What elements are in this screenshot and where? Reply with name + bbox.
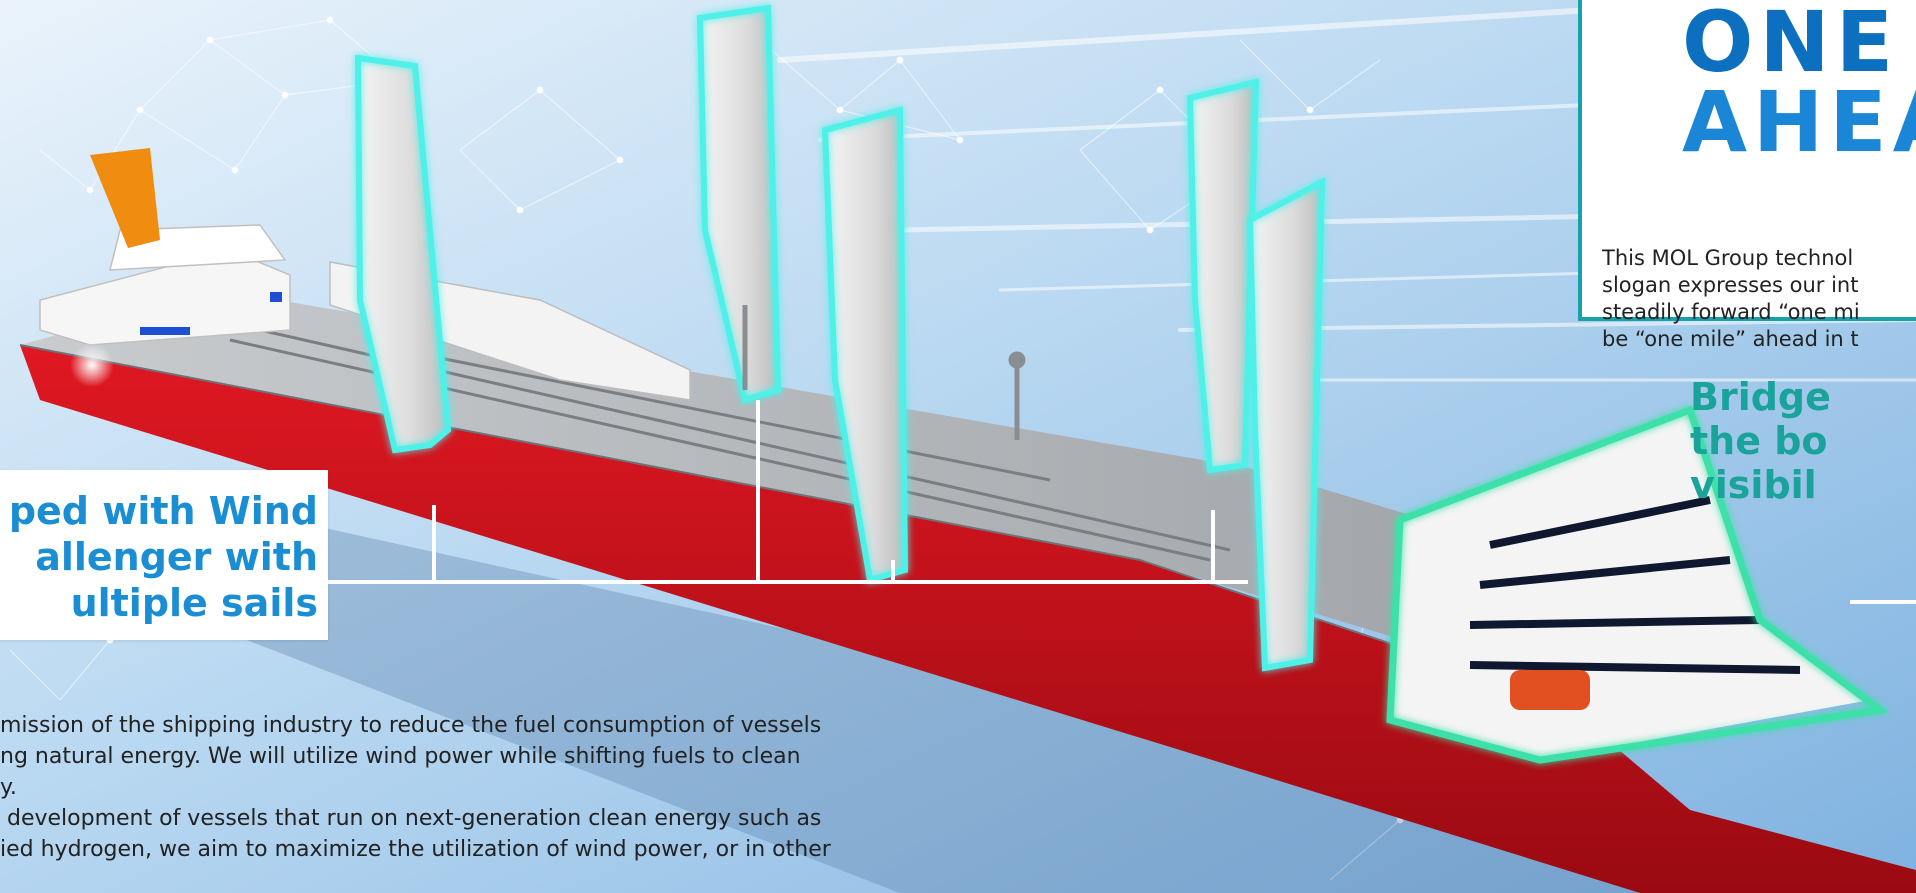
callout-line: ultiple sails [70,581,318,625]
wind-challenger-sails [354,4,1326,672]
body-line: development of vessels that run on next-… [0,806,822,831]
slogan-description-line: slogan expresses our int [1602,273,1859,297]
body-line: y. [0,775,17,800]
body-line: ng natural energy. We will utilize wind … [0,744,801,769]
slogan-description-line: steadily forward “one mi [1602,300,1860,324]
body-line: ied hydrogen, we aim to maximize the uti… [0,837,831,862]
aft-superstructure [39,148,291,346]
logo-line: AHEA [1682,73,1916,171]
wind-challenger-callout: ped with Wind allenger with ultiple sail… [0,470,328,640]
logo-line: ONE [1682,0,1900,91]
bridge-glow-outline [1386,405,1889,764]
slogan-description: This MOL Group technol slogan expresses … [1602,245,1916,353]
sail-5 [1246,176,1326,672]
body-paragraph: mission of the shipping industry to redu… [0,710,975,865]
sail-2 [696,4,782,404]
bridge-callout-line: Bridge [1690,375,1831,419]
mast-poles [742,305,1026,440]
one-mile-logo: ONE AHEA [1682,0,1916,180]
bridge-callout-line: visibil [1690,463,1817,507]
slogan-panel: ONE AHEA This MOL Group technol slogan e… [1578,0,1916,351]
funnel [90,148,160,248]
bow-light-flare [70,343,114,387]
body-line: mission of the shipping industry to redu… [0,713,822,738]
sail-3 [821,106,909,584]
bow-bridge [1386,405,1889,764]
sail-1 [354,54,452,454]
ship-hull [20,345,1916,893]
callout-line: ped with Wind [8,489,318,533]
slogan-description-line: be “one mile” ahead in t [1602,327,1859,351]
bridge-callout-line: the bo [1690,419,1828,463]
callout-connector-lines [328,400,1916,604]
sail-4 [1186,78,1260,474]
callout-line: allenger with [35,535,318,579]
slogan-description-line: This MOL Group technol [1602,246,1854,270]
bridge-callout: Bridge the bo visibil [1690,375,1916,507]
